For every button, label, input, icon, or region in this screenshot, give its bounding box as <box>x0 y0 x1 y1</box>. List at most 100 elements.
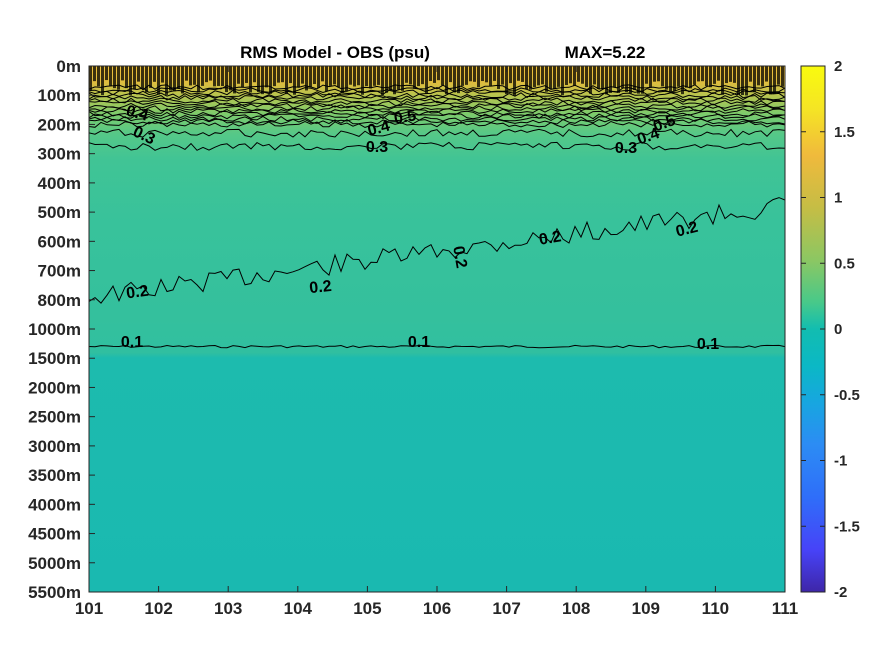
surface-contour-mark <box>429 66 432 82</box>
surface-contour-mark <box>337 66 340 88</box>
contour-label: 0.1 <box>408 334 430 351</box>
x-tick-label: 111 <box>772 599 799 618</box>
surface-contour-mark <box>121 66 124 81</box>
colorbar-tick-label: -1 <box>834 453 847 470</box>
contour-label: 0.1 <box>121 334 143 351</box>
colorbar-tick-label: 0.5 <box>834 255 855 272</box>
colorbar-tick-label: -2 <box>834 584 847 601</box>
surface-contour-mark <box>773 66 776 94</box>
contour-line-0.4 <box>89 128 785 138</box>
surface-contour-mark <box>285 66 288 95</box>
contour-line-surface <box>89 97 785 104</box>
surface-contour-mark <box>701 66 704 82</box>
surface-contour-mark <box>341 66 344 93</box>
surface-contour-mark <box>557 66 560 87</box>
surface-contour-mark <box>441 66 444 86</box>
surface-contour-mark <box>245 66 248 83</box>
surface-contour-mark <box>513 66 516 96</box>
contour-line-0.2 <box>89 197 785 304</box>
contour-label: 0.3 <box>366 139 388 156</box>
surface-contour-mark <box>421 66 424 85</box>
surface-contour-mark <box>197 66 200 93</box>
surface-contour-mark <box>109 66 112 86</box>
surface-contour-mark <box>597 66 600 90</box>
surface-contour-mark <box>553 66 556 90</box>
surface-contour-mark <box>529 66 532 90</box>
surface-contour-mark <box>333 66 336 85</box>
x-tick-label: 105 <box>353 599 381 618</box>
surface-contour-mark <box>157 66 160 95</box>
x-tick-label: 108 <box>562 599 590 618</box>
surface-contour-mark <box>585 66 588 88</box>
surface-contour-mark <box>289 66 292 84</box>
depth-tick-label: 3000m <box>28 437 81 456</box>
surface-contour-mark <box>509 66 512 84</box>
surface-contour-mark <box>661 66 664 87</box>
contour-line-surface <box>89 102 785 109</box>
surface-contour-mark <box>541 66 544 85</box>
surface-contour-mark <box>265 66 268 88</box>
depth-tick-label: 0m <box>56 57 81 76</box>
surface-contour-mark <box>469 66 472 82</box>
surface-contour-mark <box>601 66 604 89</box>
colorbar-tick-label: 0 <box>834 321 842 338</box>
depth-tick-label: 4500m <box>28 525 81 544</box>
depth-tick-label: 2000m <box>28 378 81 397</box>
surface-contour-mark <box>737 66 740 95</box>
surface-contour-mark <box>741 66 744 96</box>
colorbar-tick-label: -0.5 <box>834 387 860 404</box>
contour-label: 0.2 <box>674 219 700 241</box>
surface-contour-mark <box>297 66 300 88</box>
colorbar: 2 1.5 1 0.5 0 -0.5 -1 -1.5 -2 <box>800 58 860 601</box>
surface-contour-mark <box>385 66 388 93</box>
surface-contour-mark <box>345 66 348 92</box>
surface-contour-mark <box>473 66 476 82</box>
surface-contour-mark <box>745 66 748 96</box>
depth-tick-label: 700m <box>38 262 81 281</box>
surface-contour-mark <box>565 66 568 86</box>
surface-contour-mark <box>317 66 320 88</box>
contour-line-surface <box>89 115 785 122</box>
surface-contour-mark <box>709 66 712 88</box>
surface-contour-mark <box>677 66 680 87</box>
surface-contour-mark <box>617 66 620 93</box>
surface-contour-mark <box>501 66 504 85</box>
surface-contour-mark <box>193 66 196 85</box>
depth-tick-label: 500m <box>38 203 81 222</box>
surface-contour-mark <box>721 66 724 95</box>
surface-contour-mark <box>237 66 240 84</box>
contour-line-surface <box>89 100 785 107</box>
surface-contour-mark <box>293 66 296 95</box>
surface-contour-mark <box>261 66 264 95</box>
surface-contour-mark <box>633 66 636 91</box>
surface-contour-mark <box>373 66 376 86</box>
surface-contour-mark <box>533 66 536 88</box>
x-tick-label: 103 <box>214 599 242 618</box>
contour-line-surface <box>89 107 785 114</box>
surface-contour-mark <box>589 66 592 94</box>
surface-contour-mark <box>173 66 176 92</box>
surface-contour-mark <box>201 66 204 86</box>
surface-contour-mark <box>461 66 464 86</box>
x-tick-label: 101 <box>75 599 103 618</box>
surface-contour-mark <box>349 66 352 85</box>
surface-contour-mark <box>729 66 732 82</box>
contour-label: 0.2 <box>538 228 563 249</box>
surface-contour-mark <box>517 66 520 81</box>
surface-contour-mark <box>645 66 648 84</box>
surface-contour-mark <box>505 66 508 95</box>
x-tick-label: 107 <box>492 599 520 618</box>
surface-contour-mark <box>445 66 448 95</box>
surface-contour-mark <box>665 66 668 90</box>
surface-contour-mark <box>753 66 756 92</box>
surface-contour-mark <box>165 66 168 95</box>
x-tick-label: 104 <box>284 599 313 618</box>
surface-contour-mark <box>685 66 688 88</box>
colorbar-tick-label: -1.5 <box>834 518 860 535</box>
depth-axis: 0m 100m 200m 300m 400m 500m 600m 700m 800m 1000m 1… <box>28 57 95 602</box>
surface-contour-mark <box>629 66 632 94</box>
surface-contour-mark <box>681 66 684 95</box>
surface-contour-mark <box>281 66 284 83</box>
contour-label: 0.5 <box>393 107 418 128</box>
surface-contour-mark <box>401 66 404 91</box>
